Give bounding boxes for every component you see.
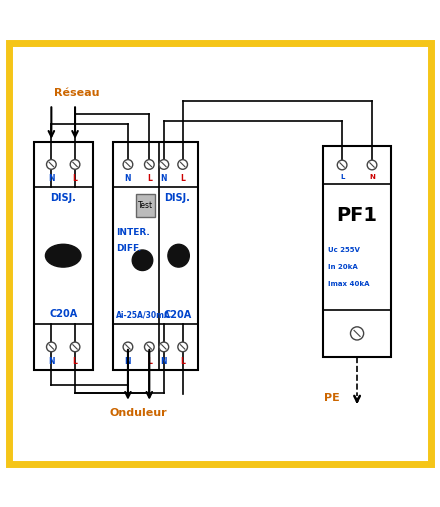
Circle shape bbox=[47, 342, 56, 352]
Circle shape bbox=[178, 342, 187, 352]
Text: INTER.: INTER. bbox=[116, 229, 150, 237]
Circle shape bbox=[159, 342, 169, 352]
Bar bbox=[323, 146, 391, 356]
Circle shape bbox=[144, 342, 154, 352]
Text: L: L bbox=[147, 356, 152, 366]
Text: Réseau: Réseau bbox=[54, 88, 99, 98]
Text: N: N bbox=[48, 174, 55, 183]
Text: N: N bbox=[125, 174, 131, 183]
Text: L: L bbox=[73, 356, 77, 366]
Circle shape bbox=[123, 342, 133, 352]
Text: L: L bbox=[340, 174, 344, 180]
Circle shape bbox=[351, 327, 363, 340]
Circle shape bbox=[159, 160, 169, 169]
Circle shape bbox=[70, 160, 80, 169]
Text: Ai-25A/30mA: Ai-25A/30mA bbox=[116, 311, 171, 320]
Ellipse shape bbox=[132, 250, 153, 271]
Circle shape bbox=[367, 160, 377, 170]
Circle shape bbox=[70, 342, 80, 352]
Ellipse shape bbox=[168, 244, 189, 267]
Text: Test: Test bbox=[138, 201, 154, 210]
Text: N: N bbox=[48, 356, 55, 366]
Text: PE: PE bbox=[324, 393, 340, 403]
Circle shape bbox=[178, 160, 187, 169]
Text: Onduleur: Onduleur bbox=[110, 408, 168, 418]
Text: L: L bbox=[73, 174, 77, 183]
Text: DISJ.: DISJ. bbox=[164, 193, 190, 202]
Text: N: N bbox=[161, 356, 167, 366]
Text: Uc 255V: Uc 255V bbox=[328, 247, 360, 253]
Bar bbox=[33, 141, 93, 370]
Text: DIFF.: DIFF. bbox=[116, 244, 141, 254]
Text: PF1: PF1 bbox=[337, 206, 378, 225]
Circle shape bbox=[337, 160, 347, 170]
Text: N: N bbox=[161, 174, 167, 183]
Text: N: N bbox=[125, 356, 131, 366]
Text: C20A: C20A bbox=[49, 309, 77, 319]
Text: In 20kA: In 20kA bbox=[328, 264, 358, 270]
Text: DISJ.: DISJ. bbox=[50, 193, 76, 202]
Text: L: L bbox=[147, 174, 152, 183]
Ellipse shape bbox=[45, 244, 81, 267]
Text: N: N bbox=[369, 174, 375, 180]
Text: C20A: C20A bbox=[164, 310, 192, 320]
Text: Imax 40kA: Imax 40kA bbox=[328, 281, 369, 287]
Bar bbox=[136, 194, 155, 217]
Bar bbox=[113, 141, 198, 370]
Circle shape bbox=[144, 160, 154, 169]
Circle shape bbox=[47, 160, 56, 169]
Text: L: L bbox=[180, 356, 185, 366]
Circle shape bbox=[123, 160, 133, 169]
Text: L: L bbox=[180, 174, 185, 183]
